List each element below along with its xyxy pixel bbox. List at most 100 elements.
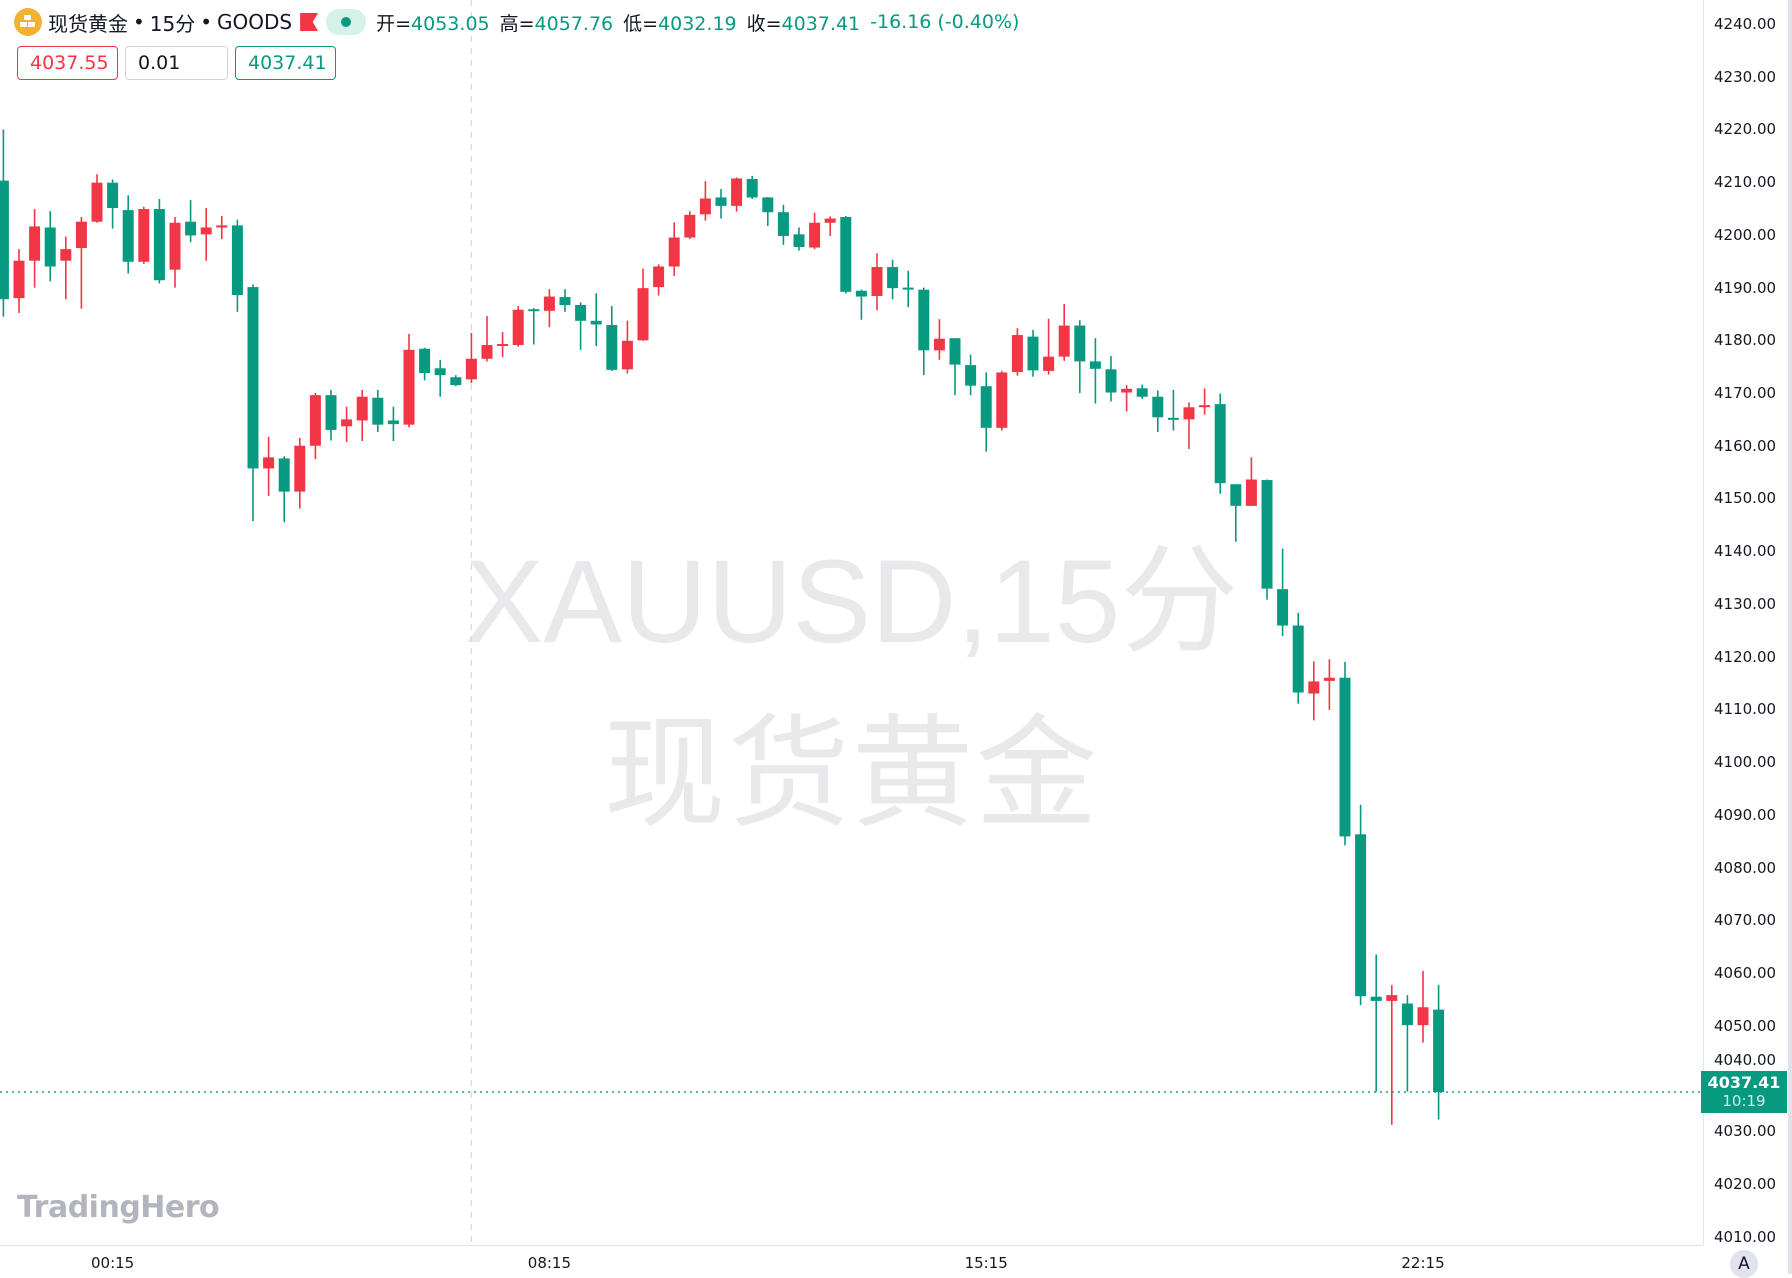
candle-body: [372, 397, 384, 425]
gold-bars-icon[interactable]: [14, 8, 42, 36]
candle-up: [403, 333, 415, 428]
flag-icon[interactable]: [300, 13, 319, 31]
price-tick-label: 4230.00: [1714, 67, 1777, 86]
tradinghero-logo[interactable]: TradingHero: [17, 1190, 220, 1225]
candle-body: [1043, 356, 1055, 371]
buy-button[interactable]: 4037.41: [235, 46, 336, 80]
candle-down: [107, 179, 119, 229]
candle-body: [575, 304, 587, 321]
time-tick-label: 15:15: [964, 1254, 1008, 1272]
sell-button[interactable]: 4037.55: [17, 46, 118, 80]
candle-down: [1401, 995, 1413, 1092]
candle-down: [1433, 984, 1445, 1120]
candle-up: [60, 236, 72, 300]
candle-up: [668, 222, 680, 277]
candle-body: [341, 419, 353, 427]
candle-body: [419, 348, 431, 374]
candle-body: [684, 214, 696, 238]
candle-body: [1058, 325, 1070, 357]
candle-body: [216, 225, 228, 228]
candle-body: [824, 218, 836, 223]
candle-up: [29, 209, 41, 288]
candle-up: [731, 177, 743, 212]
price-tick-label: 4120.00: [1714, 647, 1777, 666]
price-tick-label: 4030.00: [1714, 1122, 1777, 1141]
candle-body: [356, 396, 368, 421]
candle-down: [372, 389, 384, 433]
candle-up: [824, 216, 836, 236]
price-tick-label: 4190.00: [1714, 278, 1777, 297]
candle-body: [840, 216, 852, 292]
market-status-badge[interactable]: [326, 9, 367, 35]
candle-body: [902, 287, 914, 290]
candle-down: [887, 259, 899, 300]
candlestick-chart[interactable]: [0, 0, 1703, 1245]
candle-down: [325, 389, 337, 441]
candle-body: [715, 197, 727, 206]
candle-down: [1292, 612, 1304, 704]
candle-body: [138, 209, 150, 262]
ohlc-open: 开=4053.05: [376, 12, 490, 35]
price-tick-label: 4140.00: [1714, 542, 1777, 561]
price-tick-label: 4200.00: [1714, 225, 1777, 244]
price-tick-label: 4100.00: [1714, 753, 1777, 772]
ohlc-high: 高=4057.76: [499, 12, 614, 35]
candle-body: [653, 266, 665, 288]
right-edge-scrollbar[interactable]: [1788, 0, 1792, 1274]
candle-body: [637, 288, 649, 341]
auto-scale-button[interactable]: A: [1730, 1250, 1758, 1278]
candle-up: [653, 264, 665, 296]
price-tick-label: 4070.00: [1714, 911, 1777, 930]
candle-body: [1261, 480, 1273, 589]
candle-down: [1136, 384, 1148, 399]
candle-up: [512, 306, 524, 347]
candle-up: [871, 253, 883, 311]
symbol-name[interactable]: 现货黄金: [48, 11, 128, 36]
candle-body: [871, 267, 883, 297]
candle-down: [1167, 389, 1179, 431]
candle-body: [1245, 479, 1257, 506]
candle-body: [762, 197, 774, 213]
candle-down: [1277, 548, 1289, 637]
candle-body: [1167, 417, 1179, 420]
candle-body: [450, 377, 462, 386]
candle-body: [169, 222, 181, 270]
candle-body: [1199, 405, 1211, 408]
candle-body: [918, 289, 930, 351]
candle-body: [668, 237, 680, 267]
price-tick-label: 4090.00: [1714, 805, 1777, 824]
candle-up: [356, 389, 368, 442]
candle-up: [465, 332, 477, 384]
candle-up: [809, 212, 821, 250]
candle-down: [949, 338, 961, 396]
time-tick-label: 22:15: [1401, 1254, 1445, 1272]
exchange: GOODS: [217, 10, 293, 34]
quantity-input[interactable]: 0.01: [125, 46, 228, 80]
trade-panel: 4037.55 0.01 4037.41: [17, 46, 336, 80]
candle-body: [91, 182, 103, 222]
ohlc-low: 低=4032.19: [623, 12, 737, 35]
candle-down: [1074, 320, 1086, 394]
candle-up: [1183, 402, 1195, 449]
candle-up: [294, 437, 306, 509]
candle-body: [1105, 369, 1117, 393]
candle-body: [1292, 625, 1304, 693]
candle-body: [60, 249, 72, 261]
interval[interactable]: 15分: [149, 11, 196, 36]
market-open-dot-icon: [341, 17, 352, 27]
candle-down: [590, 293, 602, 347]
candle-down: [746, 175, 758, 200]
candle-down: [840, 215, 852, 294]
candle-up: [1417, 970, 1429, 1043]
price-axis[interactable]: 4240.00 4230.00 4220.00 4210.00 4200.00 4190.…: [1703, 0, 1789, 1246]
candle-body: [29, 226, 41, 261]
time-axis[interactable]: 00:15 08:15 15:15 22:15: [0, 1245, 1703, 1275]
candle-up: [996, 370, 1008, 431]
candle-down: [559, 289, 571, 312]
candle-up: [1058, 303, 1070, 361]
candle-down: [980, 372, 992, 452]
candle-down: [1152, 390, 1164, 433]
candle-up: [933, 319, 945, 360]
candle-down: [606, 306, 618, 371]
candle-body: [1136, 388, 1148, 397]
